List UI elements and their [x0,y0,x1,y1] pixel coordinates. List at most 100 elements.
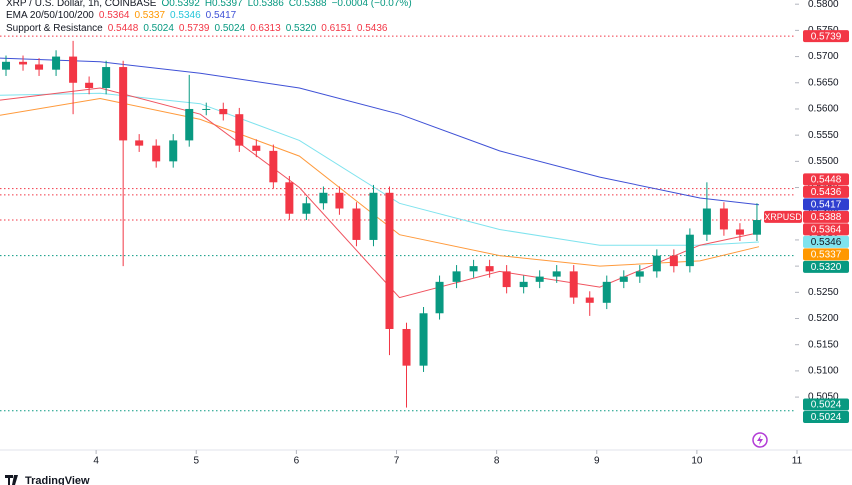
symbol-label: XRPUSD [764,212,802,222]
price-tag [803,235,849,248]
indicator-value: 0.5364 [99,10,130,21]
price-tag [803,30,849,43]
y-tick-label: 0.5550 [808,130,839,141]
indicator-value: 0.6313 [250,23,281,34]
candle-body [535,276,544,282]
symbol-tag [764,210,802,223]
candle-body [485,266,494,272]
brand-name: TradingView [25,475,90,485]
x-tick-label: 6 [294,456,300,467]
price-tag-label: 0.5448 [811,175,842,186]
indicator-name: Support & Resistance [6,23,103,34]
candle-body [435,281,444,314]
y-tick-label: 0.5650 [808,77,839,88]
candle-body [235,114,244,146]
x-tick-label: 5 [193,456,199,467]
price-tag-label: 0.5364 [811,225,842,236]
y-tick-label: 0.5250 [808,287,839,298]
candle-body [552,271,561,277]
candle-body [619,276,628,282]
indicator-value: 0.5337 [134,10,165,21]
candle-body [185,108,194,141]
x-tick-label: 11 [792,456,803,467]
y-tick-label: 0.5700 [808,51,839,62]
brand-logo: TradingView [5,475,90,485]
candle-body [585,297,594,303]
indicator-name: EMA 20/50/100/200 [6,10,94,21]
ohlc-value: −0.0004 (−0.07%) [332,0,412,9]
candle-body [735,229,744,235]
candle-body [669,255,678,267]
price-tag-label: 0.5739 [811,31,842,42]
x-tick-label: 4 [93,456,99,467]
price-tag-label: 0.5320 [811,262,842,273]
candle-body [2,61,11,70]
price-tag-label: 0.5417 [811,200,842,211]
indicator-value: 0.6151 [321,23,352,34]
candle-body [319,192,328,204]
candle-body [152,145,161,162]
ema-line [0,87,760,299]
indicator-value: 0.5320 [286,23,317,34]
y-tick-label: 0.5500 [808,156,839,167]
price-tag-label: 0.5024 [811,400,842,411]
price-tag [803,410,849,423]
y-tick-label: 0.5100 [808,366,839,377]
candle-body [202,108,211,110]
indicator-value: 0.5436 [357,23,388,34]
y-tick-label: 0.5800 [808,0,839,10]
x-tick-label: 7 [394,456,400,467]
candle-body [652,255,661,272]
candle-body [719,208,728,230]
price-tag [803,210,849,223]
candle-body [52,56,61,70]
candle-body [252,145,261,151]
candle-body [502,271,511,288]
price-tag [803,260,849,273]
price-tag [803,198,849,211]
candle-body [702,208,711,235]
candle-body [419,313,428,366]
indicator-value: 0.5417 [206,10,237,21]
indicator-value: 0.5024 [143,23,174,34]
x-tick-label: 9 [594,456,600,467]
price-tag [803,398,849,411]
price-tag-label: 0.5337 [811,250,842,261]
candle-body [219,108,228,115]
price-tag [803,173,849,186]
lightning-icon[interactable] [752,432,768,448]
candle-body [102,67,111,89]
candle-body [685,234,694,267]
ohlc-value: C0.5388 [289,0,327,9]
candle-body [119,67,128,141]
candle-body [335,192,344,209]
candle-body [519,281,528,288]
candle-body [469,266,478,272]
price-tag-label: 0.5436 [811,187,842,198]
indicator-value: 0.5346 [170,10,201,21]
indicator-legend: Support & Resistance 0.5448 0.5024 0.5739 0.… [6,23,388,34]
icon-ring [752,432,768,448]
candle-body [19,61,28,65]
candle-body [752,220,761,235]
candle-body [135,140,144,146]
price-tag [803,223,849,236]
indicator-value: 0.5448 [108,23,139,34]
ema-line [0,97,760,267]
ohlc-value: L0.5386 [248,0,285,9]
candle-body [402,328,411,366]
icon-bolt [757,435,763,445]
candle-body [352,208,361,240]
price-tag-label: 0.5388 [811,212,842,223]
price-tag [803,248,849,261]
y-tick-label: 0.5050 [808,392,839,403]
candle-body [69,56,78,83]
price-tag-label: 0.5024 [811,412,842,423]
candle-body [169,140,178,162]
candle-body [35,64,44,70]
logo-mark [5,475,18,485]
y-tick-label: 0.5200 [808,313,839,324]
ohlc-value: O0.5392 [161,0,200,9]
